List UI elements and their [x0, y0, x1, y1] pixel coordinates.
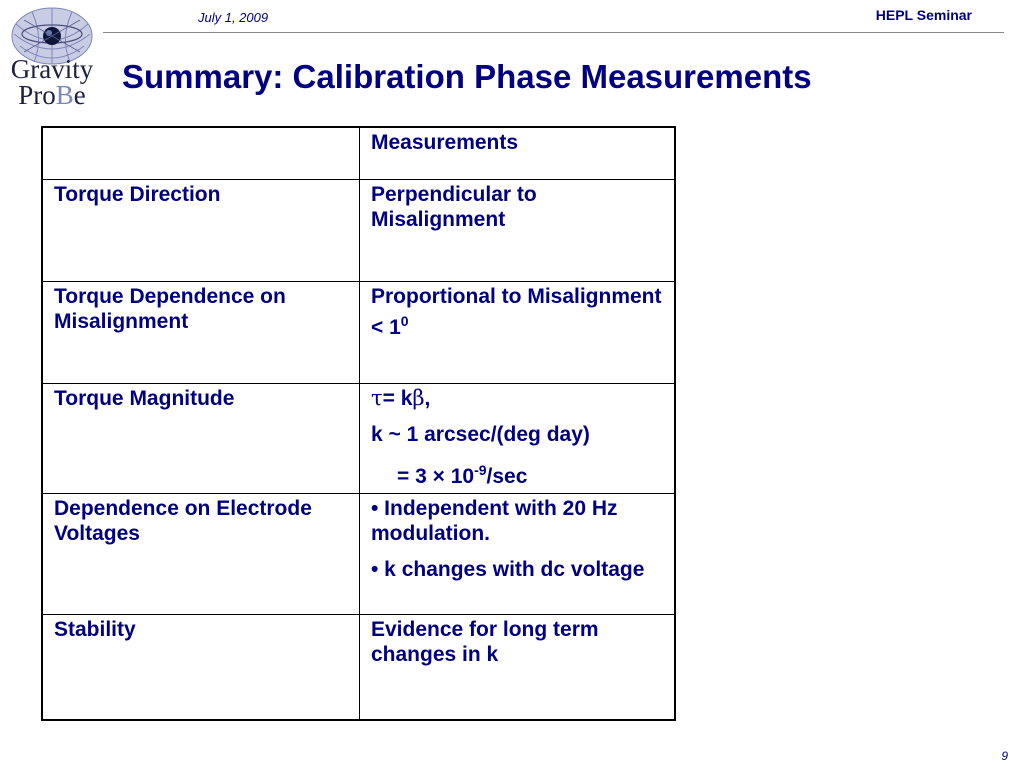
header-divider: [103, 32, 1004, 33]
table-row: Torque Magnitude τ= kβ, k ~ 1 arcsec/(de…: [41, 382, 676, 494]
row-value-electrode-voltages: • Independent with 20 Hz modulation. • k…: [359, 492, 676, 615]
logo-b: B: [55, 80, 74, 110]
table-row: Dependence on Electrode Voltages • Indep…: [41, 492, 676, 615]
torque-equation: τ= kβ,: [371, 386, 664, 411]
k-converted-line: = 3 × 10-9/sec: [371, 458, 664, 489]
row-label-stability: Stability: [41, 613, 360, 721]
table-header-measurements: Measurements: [359, 126, 676, 180]
row-value-torque-dependence: Proportional to Misalignment < 10: [359, 280, 676, 384]
gravity-probe-logo: Gravity ProBe: [4, 4, 100, 112]
table-header-empty-cell: [41, 126, 360, 180]
table-row: Torque Dependence on Misalignment Propor…: [41, 280, 676, 384]
row-label-torque-dependence: Torque Dependence on Misalignment: [41, 280, 360, 384]
bullet-k-changes-dc: • k changes with dc voltage: [371, 557, 645, 581]
k-value-line: k ~ 1 arcsec/(deg day): [371, 422, 590, 446]
table-row: Torque Direction Perpendicular to Misali…: [41, 178, 676, 282]
row-value-stability: Evidence for long term changes in k: [359, 613, 676, 721]
page-title: Summary: Calibration Phase Measurements: [122, 58, 812, 95]
row-label-torque-direction: Torque Direction: [41, 178, 360, 282]
logo-pro: Pro: [18, 80, 56, 110]
row-label-torque-magnitude: Torque Magnitude: [41, 382, 360, 494]
gravity-probe-logo-graphic: [11, 7, 93, 65]
header-date: July 1, 2009: [198, 10, 269, 25]
logo-word-gravity: Gravity: [10, 54, 94, 84]
row-label-electrode-voltages: Dependence on Electrode Voltages: [41, 492, 360, 615]
bullet-independent-modulation: • Independent with 20 Hz modulation.: [371, 496, 618, 545]
summary-table: Measurements Torque Direction Perpendicu…: [41, 126, 676, 721]
logo-word-probe: ProBe: [4, 80, 100, 110]
page-number: 9: [1001, 749, 1008, 763]
equation-equals-k: = k: [382, 386, 413, 410]
table-header-row: Measurements: [41, 126, 676, 180]
logo-text: Gravity ProBe: [4, 54, 100, 110]
k-converted-unit: /sec: [486, 464, 528, 488]
table-row: Stability Evidence for long term changes…: [41, 613, 676, 721]
row-value-torque-direction: Perpendicular to Misalignment: [359, 178, 676, 282]
k-converted-prefix: = 3 × 10: [397, 464, 475, 488]
exponent-superscript: -9: [474, 461, 487, 478]
beta-symbol: β: [412, 385, 425, 410]
row-value-torque-magnitude: τ= kβ, k ~ 1 arcsec/(deg day) = 3 × 10-9…: [359, 382, 676, 494]
degree-superscript: 0: [400, 312, 409, 329]
logo-e: e: [73, 80, 86, 110]
header-seminar: HEPL Seminar: [875, 7, 972, 23]
equation-comma: ,: [424, 386, 431, 410]
tau-symbol: τ: [371, 385, 383, 410]
torque-dependence-text: Proportional to Misalignment < 1: [371, 284, 662, 339]
